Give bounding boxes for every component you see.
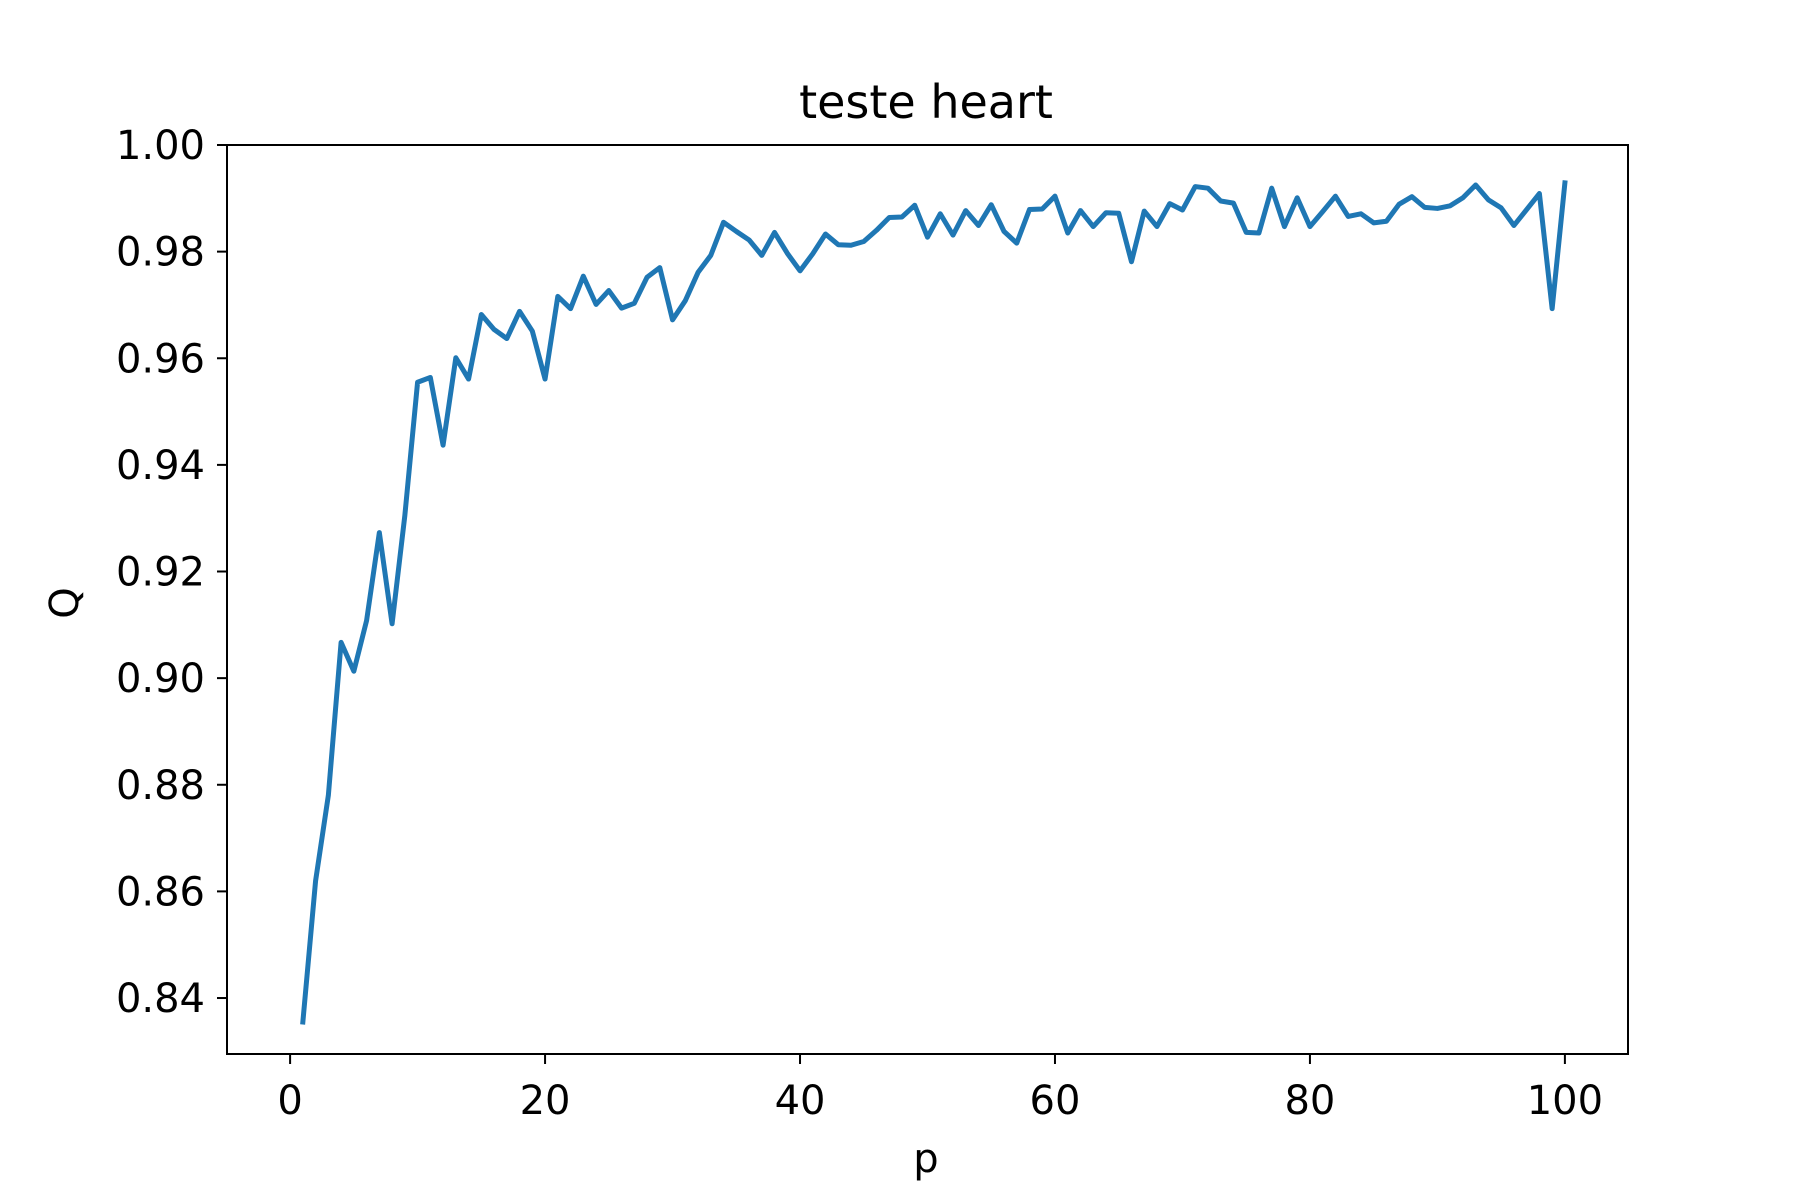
- plot-area: [226, 144, 1629, 1055]
- y-tick-label: 0.88: [116, 763, 205, 809]
- x-tick-label: 0: [277, 1078, 302, 1124]
- y-axis-label: Q: [42, 587, 88, 618]
- y-tick-label: 1.00: [116, 123, 205, 169]
- y-tick-label: 0.90: [116, 656, 205, 702]
- y-tick-label: 0.84: [116, 976, 205, 1022]
- y-tick-label: 0.96: [116, 336, 205, 382]
- x-tick-label: 20: [520, 1078, 571, 1124]
- x-tick-label: 40: [775, 1078, 826, 1124]
- x-tick-label: 60: [1030, 1078, 1081, 1124]
- series-line: [300, 180, 1568, 1025]
- x-axis-ticks: 0 20 40 60 80 100: [277, 1054, 1603, 1124]
- y-axis-ticks: 0.84 0.86 0.88 0.90 0.92 0.94 0.96 0.98 1.00: [116, 123, 227, 1022]
- y-tick-label: 0.98: [116, 230, 205, 276]
- plot-frame: [226, 144, 1629, 1055]
- y-tick-label: 0.94: [116, 443, 205, 489]
- chart-title: teste heart: [799, 75, 1053, 129]
- y-tick-label: 0.86: [116, 869, 205, 915]
- x-tick-label: 100: [1527, 1078, 1603, 1124]
- y-tick-label: 0.92: [116, 550, 205, 596]
- x-tick-label: 80: [1284, 1078, 1335, 1124]
- x-axis-label: p: [913, 1136, 938, 1182]
